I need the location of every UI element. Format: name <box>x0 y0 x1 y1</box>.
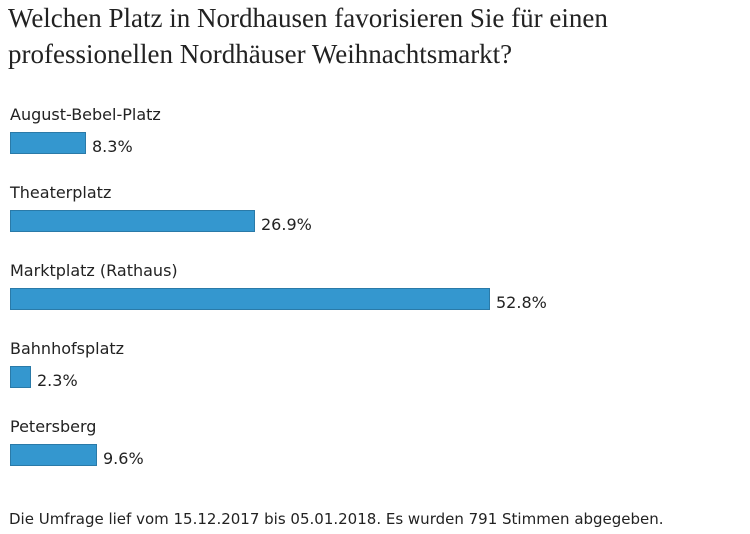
option-label: Petersberg <box>10 417 97 436</box>
poll-option: Marktplatz (Rathaus) 52.8% <box>10 260 740 338</box>
poll-footer-note: Die Umfrage lief vom 15.12.2017 bis 05.0… <box>9 510 664 528</box>
option-label: Marktplatz (Rathaus) <box>10 261 178 280</box>
bar <box>10 444 97 466</box>
bar <box>10 366 31 388</box>
option-label: Theaterplatz <box>10 183 112 202</box>
bar <box>10 288 490 310</box>
option-label: August-Bebel-Platz <box>10 105 161 124</box>
bar-row: 26.9% <box>10 210 312 234</box>
bar-value-label: 9.6% <box>103 449 144 468</box>
option-label: Bahnhofsplatz <box>10 339 125 358</box>
bar-value-label: 2.3% <box>37 371 78 390</box>
poll-option: August-Bebel-Platz 8.3% <box>10 104 740 182</box>
bar-row: 8.3% <box>10 132 133 156</box>
chart-title: Welchen Platz in Nordhausen favorisieren… <box>8 3 608 69</box>
bar <box>10 132 86 154</box>
bar-row: 2.3% <box>10 366 78 390</box>
bar-row: 52.8% <box>10 288 547 312</box>
bar <box>10 210 255 232</box>
bar-value-label: 52.8% <box>496 293 547 312</box>
bar-row: 9.6% <box>10 444 144 468</box>
poll-option: Theaterplatz 26.9% <box>10 182 740 260</box>
poll-option: Bahnhofsplatz 2.3% <box>10 338 740 416</box>
poll-results: August-Bebel-Platz 8.3% Theaterplatz 26.9% M… <box>10 104 740 494</box>
bar-value-label: 8.3% <box>92 137 133 156</box>
poll-option: Petersberg 9.6% <box>10 416 740 494</box>
bar-value-label: 26.9% <box>261 215 312 234</box>
